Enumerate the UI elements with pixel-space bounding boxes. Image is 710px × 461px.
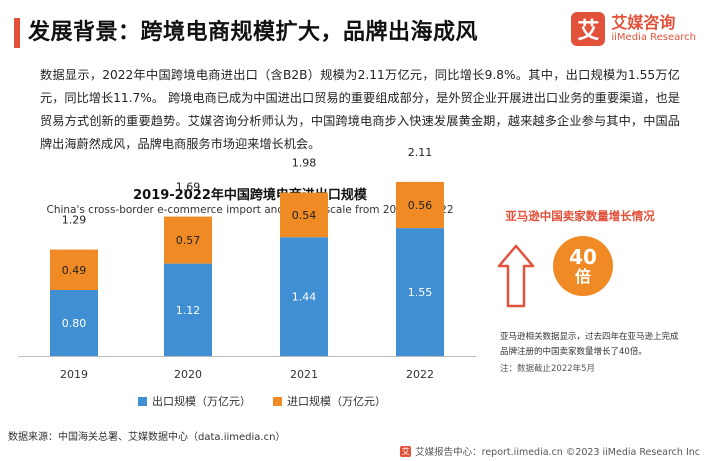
bar-export-2019 [50,290,98,356]
legend-label-import: 进口规模（万亿元） [287,395,386,408]
title-accent-bar [14,18,20,48]
bar-export-2020 [164,263,212,356]
bar-export-2021 [280,237,328,356]
logo-name-en: iiMedia Research [611,32,696,43]
side-panel-note-source: 注：数据截止2022年5月 [500,364,596,374]
legend-item-import: 进口规模（万亿元） [273,393,386,409]
bar-label-export-2022: 1.55 [408,286,433,299]
bar-import-2022 [396,181,444,229]
legend-swatch-export [138,396,147,406]
total-label-2019: 1.29 [62,214,87,227]
intro-paragraph: 数据显示，2022年中国跨境电商进出口（含B2B）规模为2.11万亿元，同比增长… [40,68,680,151]
page-title: 发展背景：跨境电商规模扩大，品牌出海成风 [28,20,479,45]
x-tick-label-2022: 2022 [406,368,434,381]
footer: 艾 艾媒报告中心：report.iimedia.cn ©2023 iiMedia… [400,444,700,458]
bar-import-2020 [164,216,212,264]
growth-multiple-badge: 40 倍 [553,236,613,296]
data-source: 数据来源：中国海关总署、艾媒数据中心（data.iimedia.cn） [8,432,286,443]
bar-label-export-2021: 1.44 [292,291,317,304]
legend-item-export: 出口规模（万亿元） [138,393,251,409]
bar-label-import-2021: 0.54 [292,209,317,222]
chart-subtitle: China's cross-border e-commerce import a… [46,204,454,216]
chart-legend: 出口规模（万亿元） 进口规模（万亿元） [138,393,408,409]
x-tick-label-2020: 2020 [174,368,202,381]
growth-multiple-unit: 倍 [574,267,591,286]
growth-multiple-value: 40 [569,245,597,269]
bar-import-2021 [280,192,328,238]
x-tick-label-2021: 2021 [290,368,318,381]
bar-export-2022 [396,228,444,356]
footer-logo-icon: 艾 [400,445,412,457]
side-panel-title: 亚马逊中国卖家数量增长情况 [505,209,655,223]
brand-logo: 艾 艾媒咨询 iiMedia Research [571,12,696,46]
bar-label-import-2020: 0.57 [176,234,201,247]
total-label-2022: 2.11 [408,146,433,159]
logo-name-cn: 艾媒咨询 [611,13,676,32]
bar-import-2019 [50,249,98,290]
bar-label-import-2022: 0.56 [408,199,433,212]
legend-swatch-import [273,396,282,406]
total-label-2021: 1.98 [292,157,317,170]
bar-label-import-2019: 0.49 [62,264,87,277]
up-arrow-icon [497,244,535,308]
bar-label-export-2019: 0.80 [62,317,87,330]
bar-label-export-2020: 1.12 [176,304,201,317]
footer-text: 艾媒报告中心：report.iimedia.cn ©2023 iiMedia R… [415,447,700,458]
side-panel-note: 亚马逊相关数据显示，过去四年在亚马逊上完成品牌注册的中国卖家数量增长了40倍。 [500,332,679,357]
total-label-2020: 1.69 [176,181,201,194]
logo-mark: 艾 [571,12,606,46]
legend-label-export: 出口规模（万亿元） [152,395,251,408]
x-tick-label-2019: 2019 [60,368,88,381]
